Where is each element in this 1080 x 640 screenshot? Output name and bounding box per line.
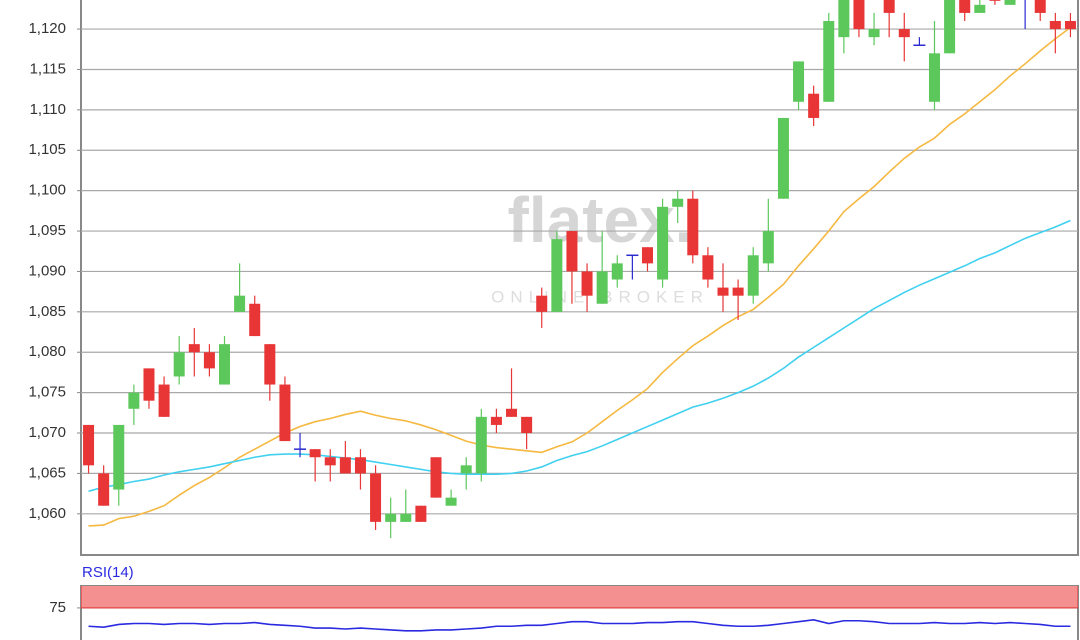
candle-body bbox=[460, 465, 472, 474]
candle-body bbox=[490, 416, 502, 425]
candle-body bbox=[354, 457, 366, 474]
candle-body bbox=[324, 457, 336, 466]
candle-body bbox=[506, 408, 518, 417]
candle-body bbox=[249, 303, 261, 337]
candle-body bbox=[1034, 0, 1046, 13]
candle-body bbox=[430, 457, 442, 498]
candle-body bbox=[641, 247, 653, 264]
candle-body bbox=[143, 368, 155, 401]
candle-body bbox=[762, 231, 774, 264]
candle-body bbox=[868, 29, 880, 38]
candle-body bbox=[823, 21, 835, 102]
main-axis: 1,060 1,065 1,070 1,075 1,080 1,085 1,090 1,095… bbox=[28, 20, 81, 522]
y-tick-label: 1,085 bbox=[28, 303, 66, 320]
candle-body bbox=[1064, 21, 1076, 30]
candle-body bbox=[219, 344, 231, 385]
y-tick-label: 1,115 bbox=[30, 60, 66, 77]
candle-body bbox=[838, 0, 850, 38]
candle-body bbox=[234, 295, 246, 312]
candle-body bbox=[596, 271, 608, 304]
candle-body bbox=[672, 198, 684, 207]
main-plot bbox=[81, 0, 1078, 539]
candle-body bbox=[370, 473, 382, 522]
candle-body bbox=[732, 287, 744, 296]
candle-body bbox=[475, 416, 487, 474]
y-tick-label: 1,095 bbox=[28, 222, 66, 239]
candle-body bbox=[974, 4, 986, 13]
candle-body bbox=[536, 295, 548, 312]
candle-body bbox=[883, 0, 895, 13]
candle-body bbox=[808, 93, 820, 118]
candle-body bbox=[279, 384, 291, 442]
candle-body bbox=[113, 424, 125, 490]
candle-body bbox=[339, 457, 351, 474]
candle-body bbox=[687, 198, 699, 256]
y-tick-label: 75 bbox=[49, 599, 66, 616]
candle-body bbox=[83, 424, 95, 466]
candle-body bbox=[521, 416, 533, 434]
rsi-title: RSI(14) bbox=[82, 564, 134, 581]
candle-body bbox=[928, 53, 940, 102]
candle-body bbox=[264, 344, 276, 385]
rsi-axis: 75 bbox=[49, 599, 81, 616]
candle-body bbox=[793, 61, 805, 102]
candle-body bbox=[551, 239, 563, 312]
candle-body bbox=[203, 352, 215, 369]
candle-body bbox=[309, 449, 321, 458]
candle-body bbox=[581, 271, 593, 296]
candle-body bbox=[566, 231, 578, 272]
y-tick-label: 1,120 bbox=[28, 20, 66, 37]
candle-body bbox=[657, 206, 669, 280]
rsi-plot bbox=[81, 586, 1078, 632]
candle-body bbox=[702, 255, 714, 280]
y-tick-label: 1,090 bbox=[28, 262, 66, 279]
candle-body bbox=[611, 263, 623, 280]
candle-body bbox=[1049, 21, 1061, 30]
candle-body bbox=[385, 513, 397, 522]
y-tick-label: 1,070 bbox=[28, 424, 66, 441]
candle-body bbox=[1004, 0, 1016, 5]
candle-body bbox=[959, 0, 971, 13]
candle-body bbox=[128, 392, 140, 409]
main-plot-area bbox=[80, 0, 1079, 556]
overbought-band bbox=[81, 586, 1078, 609]
candle-body bbox=[98, 473, 110, 506]
candle-body bbox=[989, 0, 1001, 1]
y-tick-label: 1,065 bbox=[28, 464, 66, 481]
moving-average-line bbox=[88, 219, 1071, 492]
candle-body bbox=[158, 384, 170, 417]
candle-body bbox=[898, 29, 910, 38]
y-tick-label: 1,060 bbox=[28, 505, 66, 522]
y-tick-label: 1,080 bbox=[28, 343, 66, 360]
candle-body bbox=[944, 0, 956, 54]
y-tick-label: 1,075 bbox=[28, 384, 66, 401]
candle-body bbox=[415, 505, 427, 522]
candle-body bbox=[747, 255, 759, 296]
moving-average-line bbox=[88, 26, 1071, 527]
y-tick-label: 1,100 bbox=[28, 182, 66, 199]
candle-body bbox=[717, 287, 729, 296]
candle-body bbox=[400, 513, 412, 522]
y-tick-label: 1,110 bbox=[30, 101, 66, 118]
rsi-line bbox=[88, 619, 1071, 632]
candle-body bbox=[188, 344, 200, 353]
candle-body bbox=[445, 497, 457, 506]
candle-body bbox=[777, 117, 789, 199]
candle-body bbox=[853, 0, 865, 30]
candle-body bbox=[173, 352, 185, 377]
y-tick-label: 1,105 bbox=[28, 141, 66, 158]
